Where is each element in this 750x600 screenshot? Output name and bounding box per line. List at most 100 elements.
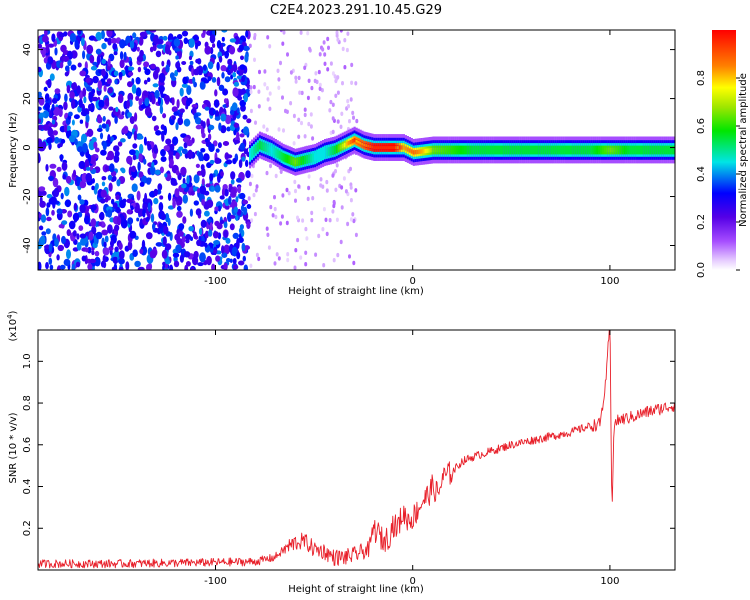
heatmap-noise-cell: [227, 64, 232, 70]
heatmap-xlabel: Height of straight line (km): [288, 286, 424, 297]
heatmap-noise-cell: [167, 218, 171, 226]
heatmap-noise-cell: [163, 145, 170, 152]
heatmap-signal-cell: [249, 152, 252, 158]
heatmap-noise-cell: [86, 86, 93, 92]
heatmap-noise-cell: [76, 233, 80, 240]
heatmap-noise-cell: [176, 99, 180, 109]
heatmap-faint-cell: [274, 173, 278, 179]
heatmap-noise-cell: [66, 84, 71, 94]
heatmap-noise-cell: [91, 96, 99, 102]
heatmap-noise-cell: [201, 198, 206, 206]
heatmap-signal-cell: [592, 147, 595, 153]
heatmap-noise-cell: [126, 155, 133, 165]
heatmap-faint-cell: [249, 85, 253, 90]
heatmap-signal-cell: [602, 147, 605, 153]
heatmap-noise-cell: [46, 202, 51, 208]
heatmap-signal-cell: [519, 147, 522, 153]
heatmap-noise-cell: [51, 103, 55, 111]
heatmap-noise-cell: [189, 60, 194, 66]
heatmap-noise-cell: [209, 248, 214, 253]
heatmap-faint-cell: [349, 97, 353, 102]
heatmap-faint-cell: [311, 136, 315, 141]
heatmap-noise-cell: [214, 89, 218, 97]
heatmap-faint-cell: [273, 206, 277, 212]
heatmap-noise-cell: [67, 210, 73, 218]
heatmap-faint-cell: [334, 169, 337, 174]
heatmap-noise-cell: [127, 217, 134, 225]
snr-panel: -100 0 100 0.2 0.4 0.6 0.8 1.0 Height of straig…: [6, 310, 676, 595]
heatmap-faint-cell: [263, 69, 267, 74]
heatmap-signal-cell: [312, 155, 315, 160]
heatmap-signal-cell: [473, 147, 476, 153]
heatmap-noise-cell: [91, 136, 97, 143]
heatmap-noise-cell: [147, 77, 151, 82]
heatmap-noise-cell: [217, 205, 222, 212]
heatmap-noise-cell: [227, 58, 233, 66]
heatmap-noise-cell: [69, 91, 75, 99]
heatmap-noise-cell: [62, 174, 67, 180]
heatmap-signal-cell: [337, 145, 340, 151]
heatmap-noise-cell: [147, 202, 151, 212]
heatmap-noise-cell: [195, 43, 198, 50]
heatmap-noise-cell: [115, 194, 120, 200]
heatmap-noise-cell: [175, 169, 180, 176]
heatmap-faint-cell: [348, 254, 351, 259]
colorbar-gradient: [712, 30, 736, 270]
heatmap-faint-cell: [253, 211, 257, 217]
heatmap-faint-cell: [346, 99, 350, 104]
heatmap-noise-cell: [38, 153, 41, 163]
heatmap-faint-cell: [304, 226, 308, 232]
heatmap-signal-cell: [310, 156, 313, 161]
heatmap-signal-cell: [294, 160, 297, 165]
snr-xtick-label: 0: [410, 576, 416, 587]
heatmap-noise-cell: [175, 152, 180, 160]
heatmap-signal-cell: [446, 147, 449, 153]
heatmap-noise-cell: [118, 250, 125, 260]
heatmap-noise-cell: [38, 261, 42, 270]
snr-series-line: [38, 330, 675, 569]
snr-frame: [37, 329, 676, 571]
colorbar-tick-label: 0.2: [696, 214, 707, 230]
heatmap-signal-cell: [507, 147, 510, 153]
heatmap-faint-cell: [307, 185, 311, 191]
heatmap-faint-cell: [303, 65, 307, 71]
heatmap-signal-cell: [546, 147, 549, 153]
heatmap-signal-cell: [345, 141, 348, 147]
heatmap-signal-cell: [331, 148, 334, 153]
heatmap-noise-cell: [162, 113, 167, 119]
heatmap-signal-cell: [270, 147, 273, 153]
heatmap-noise-cell: [212, 231, 219, 239]
heatmap-noise-cell: [208, 229, 213, 237]
heatmap-noise-cell: [71, 82, 76, 90]
heatmap-noise-cell: [101, 176, 107, 181]
heatmap-noise-cell: [214, 220, 220, 227]
heatmap-noise-cell: [229, 223, 235, 231]
heatmap-signal-cell: [550, 147, 553, 153]
heatmap-signal-cell: [410, 149, 413, 154]
heatmap-noise-cell: [157, 96, 161, 106]
heatmap-noise-cell: [179, 87, 184, 97]
heatmap-noise-cell: [178, 223, 185, 231]
heatmap-noise-cell: [139, 143, 144, 154]
heatmap-noise-cell: [139, 181, 145, 187]
heatmap-faint-cell: [313, 78, 317, 84]
heatmap-noise-cell: [174, 69, 179, 77]
heatmap-noise-cell: [121, 126, 129, 135]
heatmap-faint-cell: [248, 43, 252, 48]
heatmap-faint-cell: [257, 104, 261, 109]
heatmap-noise-cell: [149, 46, 154, 53]
heatmap-noise-cell: [218, 55, 223, 63]
heatmap-faint-cell: [281, 193, 285, 198]
heatmap-faint-cell: [289, 101, 293, 106]
heatmap-noise-cell: [129, 116, 135, 124]
heatmap-noise-cell: [192, 35, 200, 41]
heatmap-signal-cell: [452, 147, 455, 153]
heatmap-signal-cell: [499, 147, 502, 153]
heatmap-noise-cell: [123, 51, 127, 61]
heatmap-signal-cell: [645, 147, 648, 153]
heatmap-faint-cell: [349, 185, 353, 190]
heatmap-noise-cell: [176, 210, 183, 218]
heatmap-noise-cell: [102, 115, 106, 122]
heatmap-signal-cell: [590, 147, 593, 153]
heatmap-noise-cell: [176, 200, 181, 206]
